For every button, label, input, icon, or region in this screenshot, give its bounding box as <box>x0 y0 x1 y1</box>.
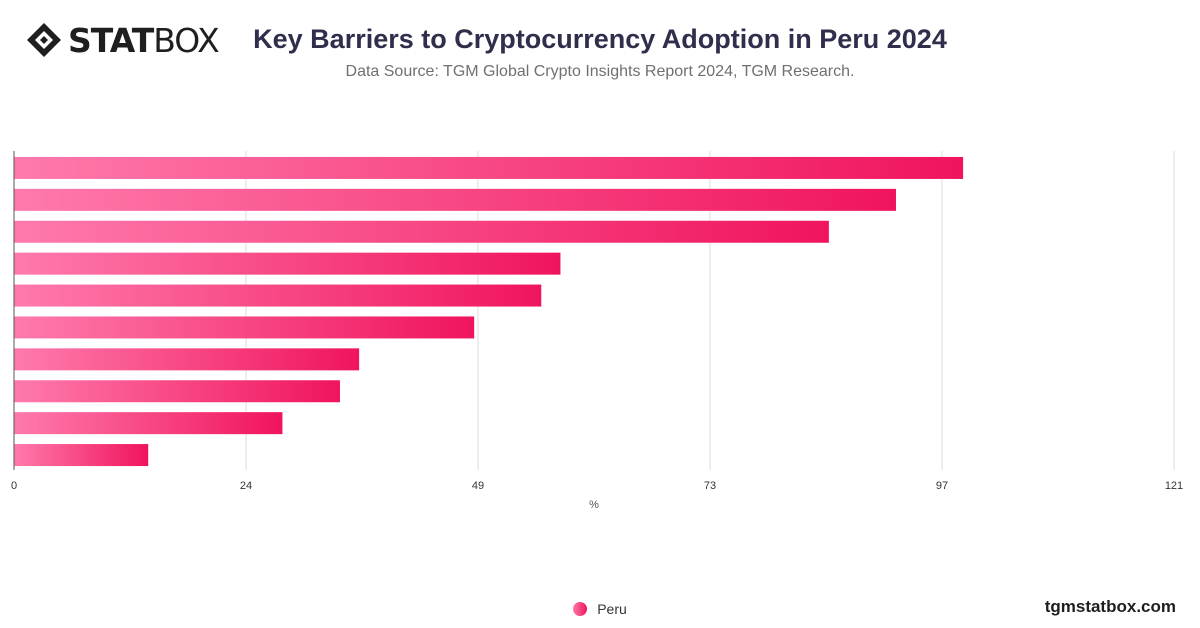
legend[interactable]: Peru <box>0 601 1200 617</box>
footer-url: tgmstatbox.com <box>1044 597 1176 616</box>
bar[interactable] <box>14 156 964 179</box>
legend-label-peru: Peru <box>597 601 627 617</box>
x-tick-label: 0 <box>11 480 17 492</box>
logo-wordmark: STATBOX <box>68 20 220 60</box>
chart-subtitle: Data Source: TGM Global Crypto Insights … <box>345 63 855 80</box>
x-tick-label: 49 <box>472 480 484 492</box>
bar[interactable] <box>14 252 561 275</box>
x-axis-label: % <box>589 499 599 511</box>
bar[interactable] <box>14 444 149 467</box>
bar[interactable] <box>14 348 360 371</box>
bar[interactable] <box>14 380 340 403</box>
legend-marker-peru <box>573 602 588 616</box>
chart-title: Key Barriers to Cryptocurrency Adoption … <box>253 24 947 54</box>
bar[interactable] <box>14 316 475 339</box>
x-tick-label: 121 <box>1165 480 1183 492</box>
bar[interactable] <box>14 412 283 435</box>
statbox-logo: STATBOX <box>26 20 220 60</box>
bar[interactable] <box>14 284 542 307</box>
x-tick-label: 73 <box>704 480 716 492</box>
bar[interactable] <box>14 220 829 243</box>
x-tick-label: 97 <box>936 480 948 492</box>
diamond-logo-icon <box>27 23 61 57</box>
bar[interactable] <box>14 188 896 211</box>
x-tick-label: 24 <box>240 480 252 492</box>
